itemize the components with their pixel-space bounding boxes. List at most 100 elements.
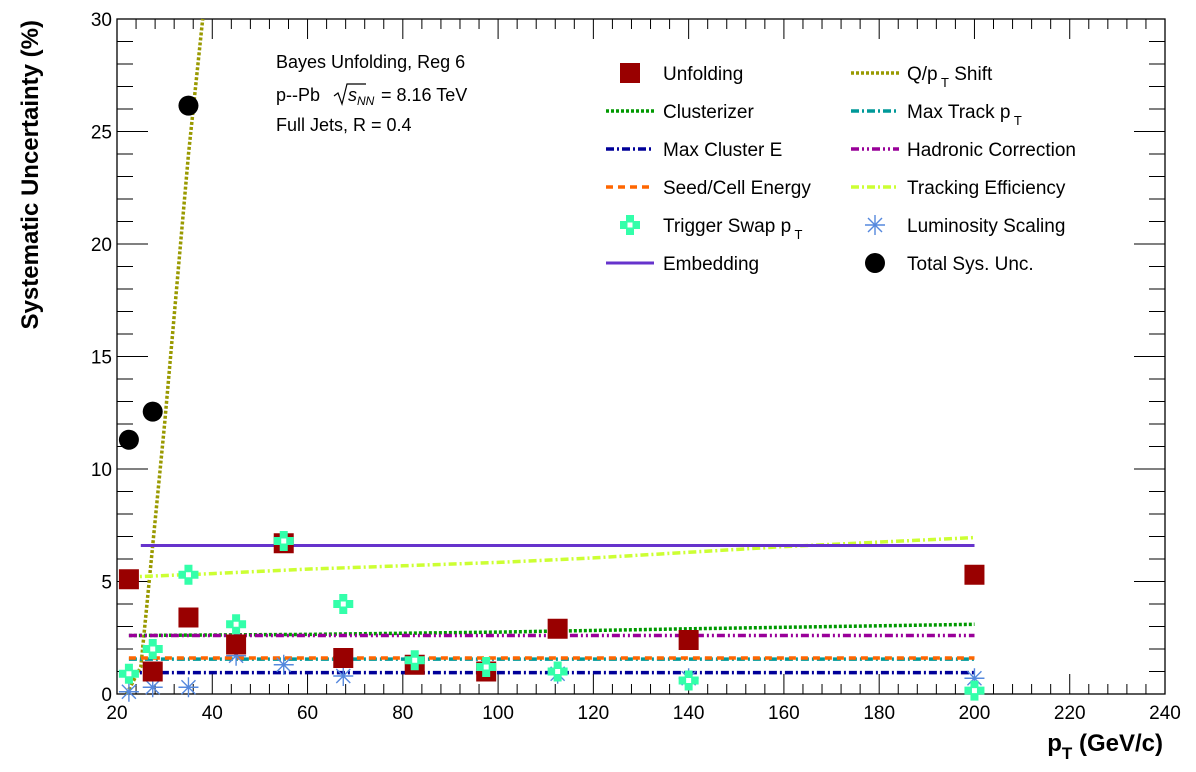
series-trigger-swap-p-point-hole — [150, 646, 156, 652]
series-unfolding-point — [178, 607, 199, 628]
legend-label-q-p: Q/p T Shift — [907, 64, 993, 90]
legend-entry-unfolding: Unfolding — [620, 63, 743, 85]
legend-label-embedding: Embedding — [663, 254, 759, 275]
legend-marker-luminosity-scaling-d2 — [867, 217, 883, 233]
series-luminosity-scaling-point — [178, 677, 199, 698]
series-unfolding-point — [226, 634, 247, 655]
y-tick-label: 0 — [101, 685, 112, 706]
series-trigger-swap-p-point-hole — [340, 601, 346, 607]
series-lines — [124, 18, 975, 695]
annotation-collision: p--Pb sNN = 8.16 TeV — [276, 83, 467, 108]
legend-marker-total-sys-unc — [865, 253, 885, 273]
legend-label-trigger-swap-p: Trigger Swap p T — [663, 216, 803, 242]
series-unfolding-point — [142, 661, 163, 682]
series-trigger-swap-p-point — [404, 650, 425, 671]
y-tick-label: 30 — [91, 10, 112, 31]
series-luminosity-scaling-point-d2 — [180, 679, 196, 695]
series-trigger-swap-p-point — [678, 670, 699, 691]
legend-label-hadronic-correction: Hadronic Correction — [907, 140, 1076, 161]
series-unfolding-point — [964, 564, 985, 585]
series-unfolding-point — [118, 569, 139, 590]
series-luminosity-scaling-point-d2 — [121, 684, 137, 700]
series-luminosity-scaling-point — [118, 681, 139, 702]
series-trigger-swap-p-point — [142, 639, 163, 659]
legend-label-tracking-efficiency: Tracking Efficiency — [907, 178, 1066, 199]
x-tick-label: 120 — [578, 703, 610, 724]
x-tick-label: 80 — [392, 703, 413, 724]
x-tick-label: 40 — [202, 703, 223, 724]
legend-entry-hadronic-correction: Hadronic Correction — [851, 140, 1076, 161]
legend-entry-embedding: Embedding — [606, 254, 759, 275]
y-axis-title: Systematic Uncertainty (%) — [17, 20, 44, 329]
series-total-sys-unc-point — [142, 401, 163, 422]
series-trigger-swap-p-point — [118, 663, 139, 684]
x-tick-label: 240 — [1149, 703, 1181, 724]
legend-label-total-sys-unc: Total Sys. Unc. — [907, 254, 1034, 275]
legend-entry-tracking-efficiency: Tracking Efficiency — [851, 178, 1066, 199]
series-trigger-swap-p-point-hole — [971, 688, 977, 694]
y-tick-label: 25 — [91, 123, 112, 144]
legend: Unfolding Q/p T Shift Clusterizer Max Track… — [606, 63, 1076, 275]
series-luminosity-scaling-point-d2 — [966, 670, 982, 686]
series-tracking-efficiency-line — [128, 535, 975, 579]
series-trigger-swap-p-point-hole — [281, 538, 287, 544]
annotation-sqrt-s: sNN — [348, 85, 375, 108]
x-tick-label: 100 — [482, 703, 514, 724]
legend-marker-trigger-swap-p — [620, 215, 640, 235]
legend-label-max-cluster-e: Max Cluster E — [663, 140, 782, 161]
annotation-system: p--Pb — [276, 85, 320, 105]
series-unfolding-point — [547, 618, 568, 639]
series-unfolding-point — [333, 648, 354, 668]
legend-entry-max-track-p: Max Track p T — [851, 102, 1022, 128]
annotation-energy: = 8.16 TeV — [381, 85, 467, 105]
legend-marker-luminosity-scaling — [865, 215, 885, 235]
series-trigger-swap-p-point-hole — [233, 621, 239, 627]
y-tick-label: 15 — [91, 348, 112, 369]
series-total-sys-unc-point — [178, 95, 199, 116]
series-trigger-swap-p-point — [333, 594, 354, 614]
series-trigger-swap-p-point-hole — [686, 678, 692, 683]
series-trigger-swap-p-point-hole — [185, 572, 191, 578]
series-trigger-swap-p-point — [178, 564, 199, 585]
x-tick-label: 200 — [959, 703, 991, 724]
series-clusterizer-line — [128, 622, 975, 638]
legend-label-seed-cell-energy: Seed/Cell Energy — [663, 178, 811, 199]
series-trigger-swap-p-point-hole — [126, 671, 132, 677]
series-total-sys-unc-point — [118, 429, 139, 450]
x-tick-label: 160 — [768, 703, 800, 724]
series-luminosity-scaling-point — [333, 666, 354, 686]
y-tick-label: 5 — [101, 573, 112, 594]
legend-entry-q-p: Q/p T Shift — [851, 64, 993, 90]
series-luminosity-scaling-point-d2 — [145, 679, 161, 695]
series-unfolding-point — [678, 630, 699, 650]
series-trigger-swap-p-point — [226, 614, 247, 635]
legend-label-luminosity-scaling: Luminosity Scaling — [907, 216, 1065, 237]
y-tick-label: 10 — [91, 460, 112, 481]
series-trigger-swap-p-point-hole — [555, 669, 561, 674]
legend-entry-clusterizer: Clusterizer — [606, 102, 754, 123]
series-markers — [118, 95, 985, 702]
legend-entry-max-cluster-e: Max Cluster E — [606, 140, 782, 161]
axis-ticks — [116, 18, 1166, 695]
series-luminosity-scaling-point — [273, 654, 294, 675]
legend-entry-luminosity-scaling: Luminosity Scaling — [865, 215, 1065, 237]
series-trigger-swap-p-point-hole — [412, 657, 418, 663]
x-axis-title: pT (GeV/c) — [1047, 730, 1163, 763]
sqrt-sign — [333, 83, 366, 107]
series-trigger-swap-p-point — [964, 680, 985, 701]
legend-label-clusterizer: Clusterizer — [663, 102, 754, 123]
series-trigger-swap-p-point — [476, 657, 497, 677]
y-tick-label: 20 — [91, 235, 112, 256]
annotation-jets: Full Jets, R = 0.4 — [276, 115, 412, 135]
x-tick-label: 20 — [106, 703, 127, 724]
x-tick-label: 60 — [297, 703, 318, 724]
legend-marker-trigger-swap-p-hole — [627, 222, 633, 228]
series-luminosity-scaling-point-d2 — [335, 668, 351, 684]
x-tick-label: 220 — [1054, 703, 1086, 724]
legend-marker-unfolding — [620, 63, 640, 83]
tick-labels: 20 40 60 80 100 120 140 160 180 200 220 240 0 5 10 15 20… — [91, 10, 1181, 724]
legend-entry-total-sys-unc: Total Sys. Unc. — [865, 253, 1034, 275]
legend-label-max-track-p: Max Track p T — [907, 102, 1022, 128]
series-trigger-swap-p-point-hole — [483, 664, 489, 670]
